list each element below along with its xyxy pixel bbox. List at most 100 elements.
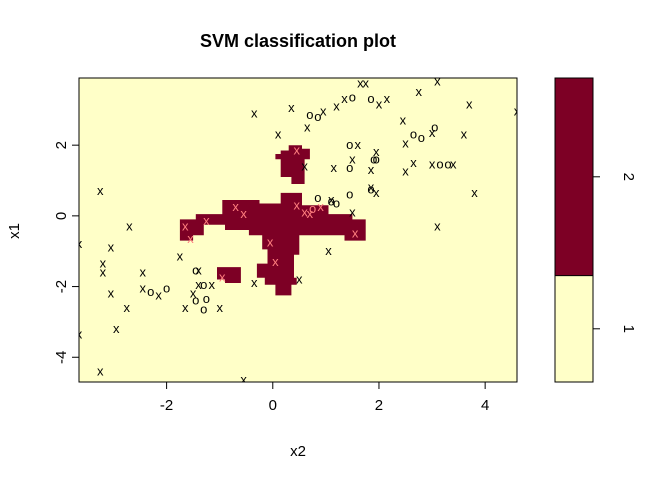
data-point: x — [203, 213, 210, 228]
data-point: x — [362, 75, 369, 90]
plot-border — [78, 77, 518, 383]
data-point: x — [434, 74, 441, 89]
data-point: x — [251, 275, 258, 290]
data-point: x — [182, 219, 189, 234]
data-point: o — [367, 181, 374, 196]
data-point: o — [410, 127, 417, 142]
data-point: x — [124, 300, 131, 315]
region-class-2-3 — [217, 267, 241, 283]
data-point: o — [200, 277, 207, 292]
y-tick-label: 0 — [53, 212, 70, 220]
data-point: x — [187, 231, 194, 246]
data-point: x — [267, 234, 274, 249]
data-point: o — [346, 160, 353, 175]
data-point: x — [108, 240, 115, 255]
data-point: x — [410, 155, 417, 170]
data-point: x — [100, 264, 107, 279]
x-tick-label: -2 — [160, 397, 173, 414]
data-point: x — [352, 226, 359, 241]
data-point: x — [402, 135, 409, 150]
data-point: x — [307, 206, 314, 221]
y-tick-label: -2 — [53, 280, 70, 293]
x-tick-label: 2 — [375, 397, 383, 414]
legend: 12 — [554, 77, 637, 383]
data-point: x — [293, 143, 300, 158]
data-point: x — [357, 75, 364, 90]
data-point: x — [341, 91, 348, 106]
data-point: o — [431, 120, 438, 135]
data-point: x — [195, 263, 202, 278]
data-point: o — [418, 130, 425, 145]
data-point: x — [177, 249, 184, 264]
data-point: x — [240, 372, 247, 387]
x-tick-label: 0 — [269, 397, 277, 414]
legend-border — [554, 77, 594, 383]
data-point: o — [373, 151, 380, 166]
data-point: x — [368, 180, 375, 195]
data-point: x — [514, 104, 521, 119]
data-point: x — [373, 185, 380, 200]
data-point: x — [373, 144, 380, 159]
data-point: x — [328, 192, 335, 207]
data-point: x — [182, 300, 189, 315]
data-point: o — [444, 157, 451, 172]
data-point: x — [320, 104, 327, 119]
data-point: x — [333, 98, 340, 113]
data-point: x — [288, 100, 295, 115]
data-point: x — [349, 204, 356, 219]
data-point: x — [208, 277, 215, 292]
data-point: o — [192, 293, 199, 308]
data-point: o — [200, 302, 207, 317]
data-point: x — [296, 272, 303, 287]
data-point: x — [275, 127, 282, 142]
data-point: x — [429, 157, 436, 172]
data-point: o — [346, 137, 353, 152]
data-point: x — [97, 363, 104, 378]
x-tick-label: 4 — [481, 397, 489, 414]
data-point: o — [147, 284, 154, 299]
decision-regions — [179, 145, 366, 296]
data-point: o — [192, 263, 199, 278]
data-point: x — [325, 243, 332, 258]
data-point: o — [370, 151, 377, 166]
data-point: x — [139, 264, 146, 279]
data-point: x — [293, 197, 300, 212]
data-point: x — [216, 300, 223, 315]
data-point: x — [232, 199, 239, 214]
legend-swatch-class-1 — [555, 275, 593, 382]
plot-area — [79, 78, 517, 382]
data-point: x — [429, 125, 436, 140]
data-point: o — [314, 109, 321, 124]
data-point: x — [139, 280, 146, 295]
data-point: x — [219, 270, 226, 285]
data-point: x — [272, 254, 279, 269]
axes: -2 0 2 4 -4 -2 0 2 — [53, 77, 518, 414]
data-point: x — [126, 219, 133, 234]
data-point: o — [309, 201, 316, 216]
data-point: x — [251, 105, 258, 120]
data-point: x — [113, 321, 120, 336]
data-point: o — [314, 190, 321, 205]
legend-swatch-class-2 — [555, 78, 593, 276]
data-point: x — [317, 199, 324, 214]
data-point: x — [76, 236, 83, 251]
data-point: x — [461, 127, 468, 142]
legend-label: 1 — [620, 325, 637, 333]
data-point: o — [328, 194, 335, 209]
data-point: x — [466, 97, 473, 112]
data-point: x — [331, 160, 338, 175]
data-point: x — [195, 277, 202, 292]
data-point: o — [333, 196, 340, 211]
data-point: o — [306, 107, 313, 122]
data-point: x — [416, 84, 423, 99]
data-point: x — [301, 158, 308, 173]
data-point: x — [402, 164, 409, 179]
data-point: o — [367, 91, 374, 106]
data-point: x — [354, 137, 361, 152]
y-axis-title: x1 — [6, 223, 23, 239]
data-point: x — [384, 91, 391, 106]
data-point: x — [434, 219, 441, 234]
